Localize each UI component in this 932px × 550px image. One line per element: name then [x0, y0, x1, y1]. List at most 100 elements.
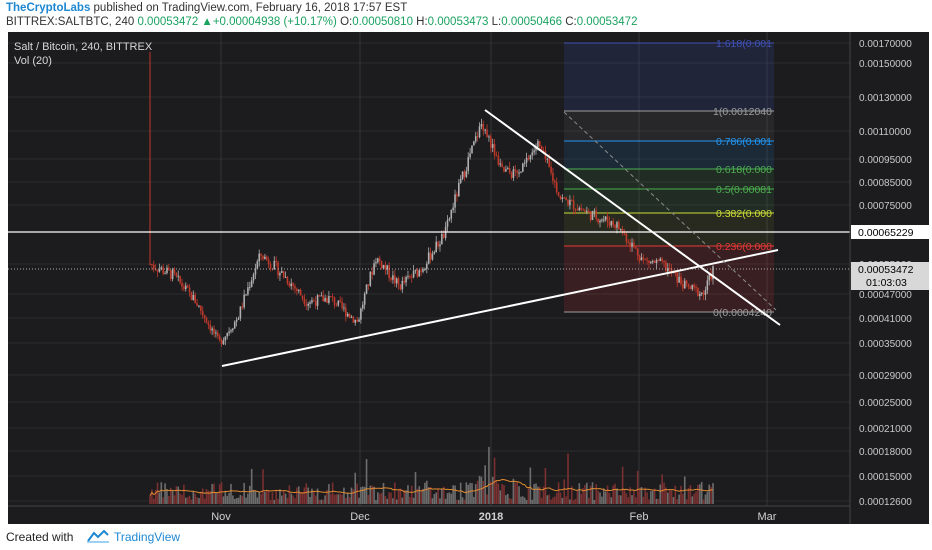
volume-bar — [179, 493, 181, 504]
descending-trendline[interactable] — [484, 109, 781, 326]
candle-body — [152, 264, 155, 269]
chart-header: TheCryptoLabs published on TradingView.c… — [0, 0, 932, 32]
volume-bar — [361, 486, 364, 504]
candle-body — [648, 260, 650, 263]
volume-bar — [198, 498, 200, 504]
volume-bar — [450, 493, 453, 504]
price-chart-svg[interactable]: 1.618(0.001 1(0.0012040 0.786(0.001 0.618(0… — [8, 32, 929, 524]
volume-bar — [201, 488, 204, 504]
candle-body — [471, 145, 473, 154]
candle-body — [667, 268, 669, 272]
volume-bar — [354, 472, 357, 504]
candle-body — [488, 136, 490, 138]
volume-bar — [584, 484, 586, 504]
volume-bar — [192, 491, 195, 504]
volume-bar — [171, 491, 174, 504]
candle-body — [576, 209, 579, 211]
volume-bar — [550, 499, 552, 504]
volume-bar — [665, 487, 667, 504]
tradingview-link[interactable]: TradingView — [114, 530, 181, 544]
candle-body — [661, 258, 663, 261]
volume-bar — [604, 492, 607, 504]
volume-bar — [429, 486, 432, 504]
candle-body — [343, 307, 345, 309]
volume-bar — [667, 492, 669, 504]
candle-body — [676, 272, 679, 283]
volume-bar — [602, 488, 605, 504]
candle-body — [354, 319, 357, 323]
candle-body — [642, 257, 645, 259]
volume-bar — [335, 494, 338, 504]
volume-bar — [409, 496, 411, 504]
chart-area[interactable]: 1.618(0.001 1(0.0012040 0.786(0.001 0.618(0… — [8, 32, 929, 524]
ascending-trendline[interactable] — [221, 249, 779, 367]
volume-bar — [320, 499, 323, 504]
volume-bar — [642, 496, 645, 504]
candle-body — [644, 258, 647, 260]
price-tick-label: 0.00021000 — [859, 424, 912, 435]
fibonacci-retracement[interactable]: 1.618(0.001 1(0.0012040 0.786(0.001 0.618(0… — [564, 38, 774, 319]
volume-bar — [248, 485, 251, 504]
volume-bar — [168, 495, 170, 504]
time-axis[interactable]: Nov Dec 2018 Feb Mar — [211, 511, 777, 523]
candle-body — [188, 287, 191, 292]
candle-body — [200, 305, 202, 312]
volume-bar — [469, 482, 471, 504]
candle-body — [439, 244, 441, 247]
candle-body — [211, 328, 213, 331]
fib-level-label: 0.382(0.000 — [716, 208, 772, 220]
candle-body — [561, 197, 564, 199]
candle-body — [683, 280, 686, 289]
volume-bar — [638, 489, 641, 504]
candle-body — [497, 155, 500, 165]
volume-bar — [516, 481, 518, 504]
volume-bar — [473, 496, 475, 504]
volume-bar — [448, 492, 451, 504]
candle-body — [186, 285, 189, 288]
price-tick-label: 0.00029000 — [859, 371, 912, 382]
volume-bar — [427, 487, 430, 504]
volume-bar — [196, 497, 198, 504]
last-price-tag: 0.00053472 — [858, 264, 914, 276]
tradingview-logo-icon[interactable] — [86, 529, 110, 543]
volume-bar — [446, 493, 449, 504]
candle-body — [674, 272, 677, 274]
candle-body — [702, 292, 705, 295]
volume-bar — [484, 465, 486, 504]
candle-body — [480, 124, 483, 127]
volume-bar — [390, 492, 392, 504]
candle-body — [512, 169, 515, 178]
volume-bar — [582, 487, 584, 504]
volume-bar — [399, 488, 402, 504]
fib-level-label: 1(0.0012040 — [713, 106, 772, 118]
volume-bar — [548, 494, 550, 504]
volume-bar — [682, 493, 684, 504]
candle-body — [403, 280, 405, 283]
volume-bar — [412, 497, 415, 504]
volume-bar — [184, 497, 187, 504]
volume-bar — [365, 459, 368, 504]
candle-body — [361, 304, 364, 309]
volume-bar — [648, 499, 650, 504]
dashed-trendline[interactable] — [563, 111, 777, 311]
last-price-text: 0.00053472 — [137, 16, 199, 28]
candle-body — [378, 258, 381, 262]
candle-body — [358, 319, 360, 322]
volume-bar — [292, 495, 294, 504]
candle-body — [606, 216, 609, 223]
candle-body — [397, 278, 400, 285]
candle-body — [493, 144, 496, 156]
volume-bar — [237, 497, 240, 504]
volume-bar — [644, 487, 647, 504]
symbol-line: BITTREX:SALTBTC, 240 0.00053472 ▲+0.0000… — [6, 16, 637, 28]
high-label: H: — [416, 16, 428, 28]
candlestick-series[interactable] — [149, 52, 714, 347]
volume-bar — [601, 496, 603, 504]
author-link[interactable]: TheCryptoLabs — [6, 2, 91, 14]
candle-body — [171, 269, 174, 279]
candle-body — [484, 129, 486, 131]
candle-body — [604, 216, 607, 220]
volume-bar — [254, 490, 257, 504]
symbol-text: BITTREX:SALTBTC, 240 — [6, 16, 135, 28]
volume-bar — [260, 493, 262, 504]
